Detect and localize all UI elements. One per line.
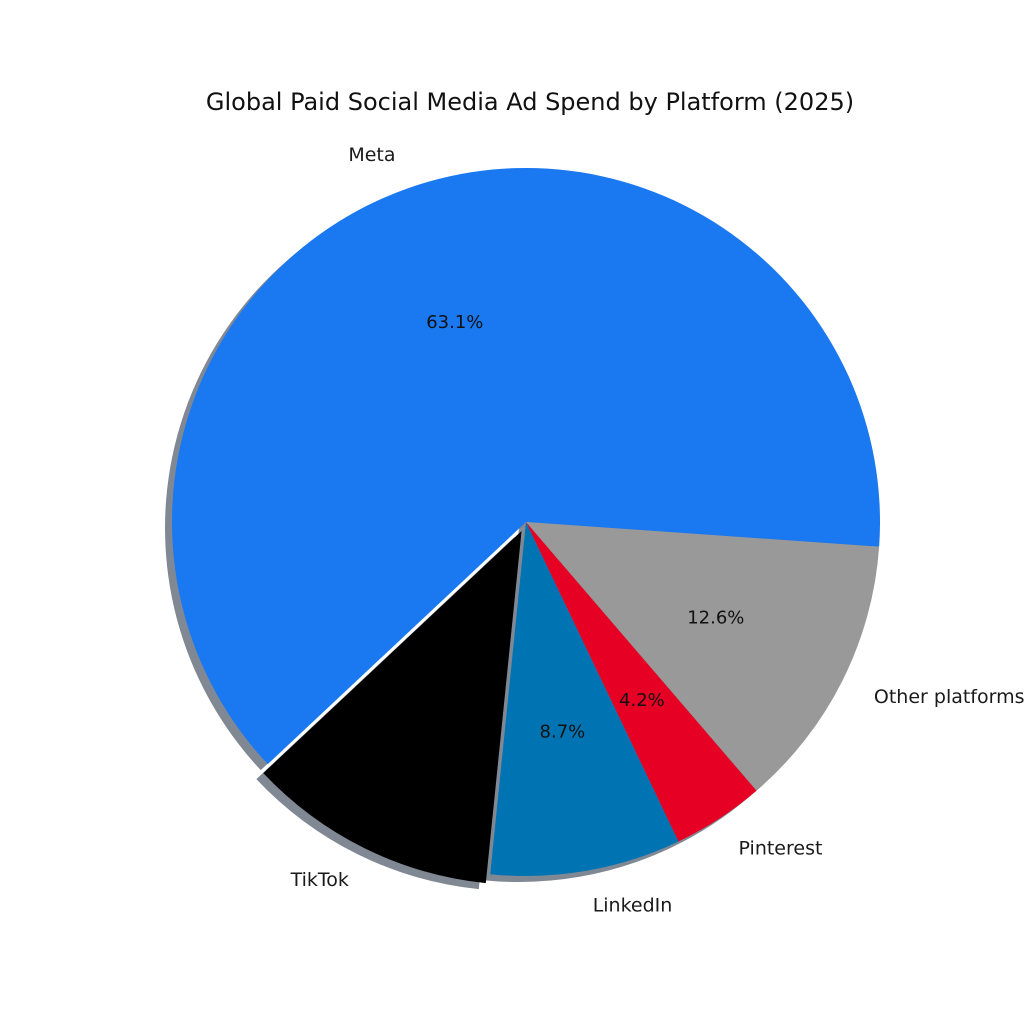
pie-slice-tiktok	[263, 530, 522, 884]
slice-label-pinterest: Pinterest	[739, 837, 823, 859]
slice-label-meta: Meta	[348, 144, 395, 166]
slice-label-linkedin: LinkedIn	[593, 895, 673, 917]
slice-label-other-platforms: Other platforms	[874, 686, 1024, 708]
slice-label-tiktok: TikTok	[290, 869, 349, 891]
pct-label-linkedin: 8.7%	[540, 721, 586, 742]
pie-slice-pinterest	[526, 522, 757, 842]
pct-label-other-platforms: 12.6%	[687, 607, 744, 628]
pie-slice-other-platforms	[526, 522, 880, 791]
chart-title: Global Paid Social Media Ad Spend by Pla…	[206, 88, 854, 116]
pct-label-pinterest: 4.2%	[619, 690, 665, 711]
pie-slice-linkedin	[490, 522, 679, 877]
pct-label-meta: 63.1%	[426, 312, 483, 333]
label-layer: Meta 63.1% TikTok LinkedIn 8.7% Pinterest 4.2%…	[290, 144, 1024, 917]
slice-layer	[172, 167, 881, 884]
pie-slice-meta	[172, 167, 881, 765]
